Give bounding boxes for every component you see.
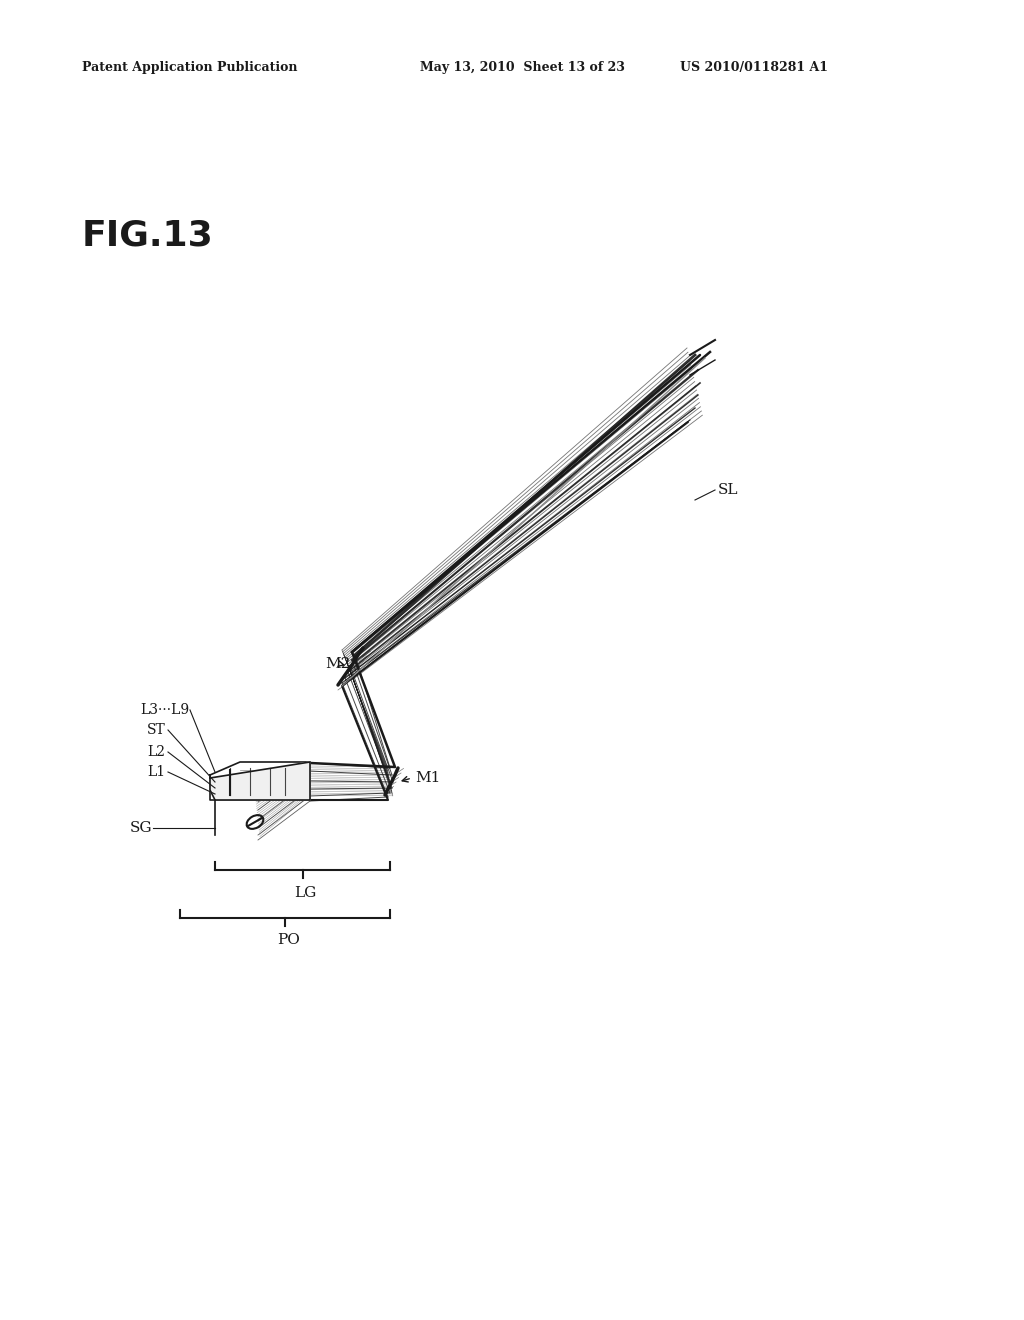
Text: ST: ST: [147, 723, 166, 737]
Text: FIG.13: FIG.13: [82, 218, 214, 252]
Text: M1: M1: [415, 771, 440, 785]
Text: SG: SG: [130, 821, 153, 836]
Text: LG: LG: [295, 886, 316, 900]
Text: M2: M2: [325, 657, 350, 671]
Text: L3···L9: L3···L9: [140, 704, 189, 717]
Polygon shape: [210, 762, 310, 800]
Text: Patent Application Publication: Patent Application Publication: [82, 62, 298, 74]
Text: May 13, 2010  Sheet 13 of 23: May 13, 2010 Sheet 13 of 23: [420, 62, 625, 74]
Text: PO: PO: [278, 933, 300, 946]
Text: L2: L2: [147, 744, 165, 759]
Text: US 2010/0118281 A1: US 2010/0118281 A1: [680, 62, 828, 74]
Text: SL: SL: [718, 483, 738, 498]
Text: L1: L1: [147, 766, 165, 779]
